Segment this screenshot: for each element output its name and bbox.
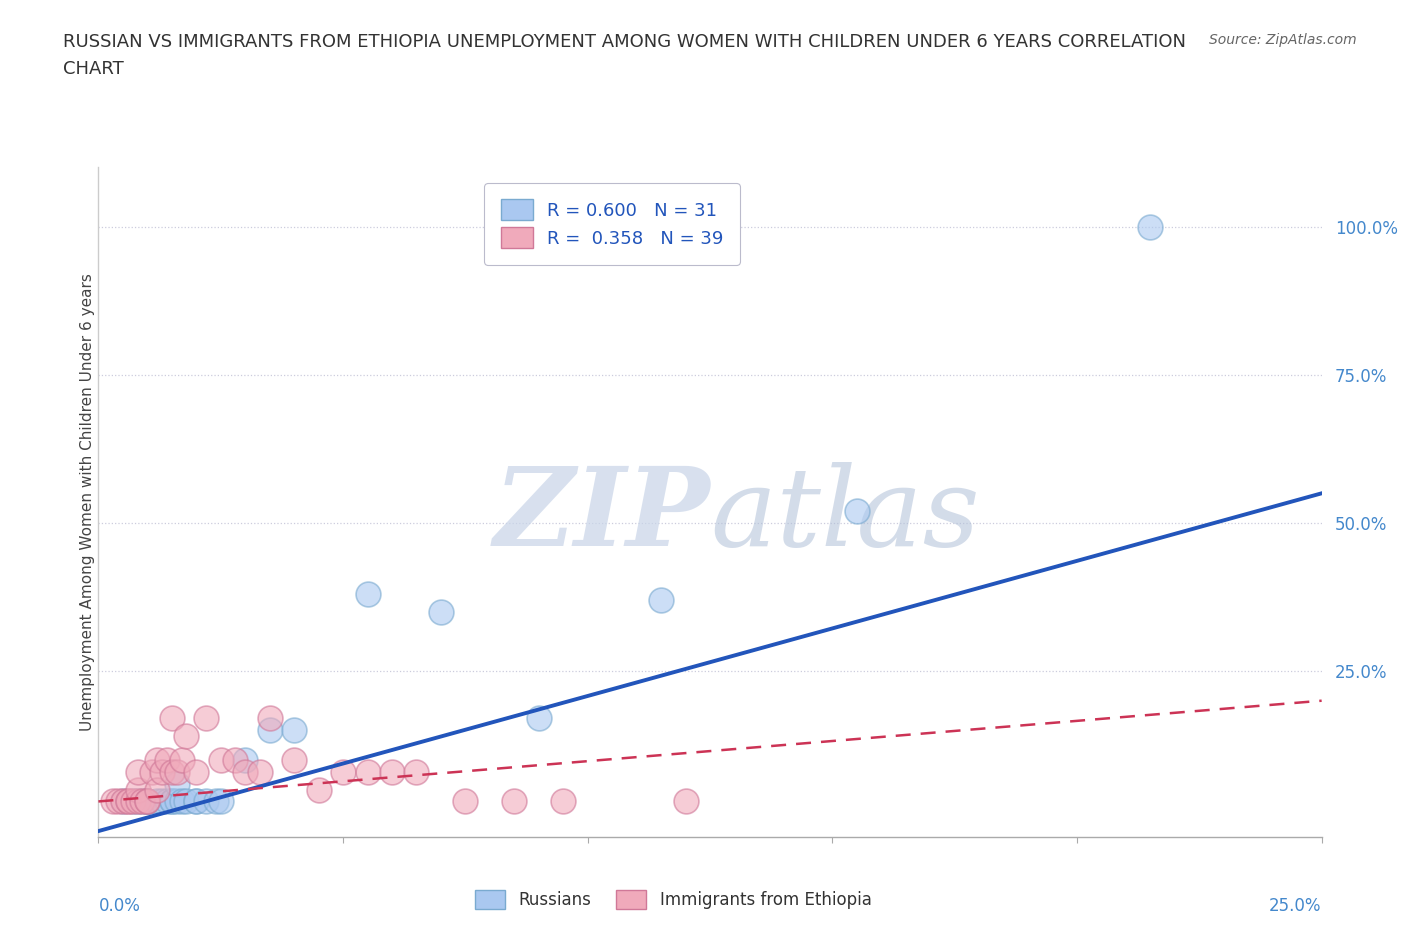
Point <box>209 794 232 809</box>
Point <box>136 794 159 809</box>
Point <box>381 764 404 779</box>
Point <box>136 794 159 809</box>
Point <box>170 752 193 767</box>
Point <box>146 782 169 797</box>
Point <box>249 764 271 779</box>
Point <box>553 794 575 809</box>
Point <box>527 711 550 726</box>
Point <box>205 794 228 809</box>
Point <box>503 794 526 809</box>
Point <box>121 794 143 809</box>
Point <box>195 711 218 726</box>
Point <box>454 794 477 809</box>
Text: ZIP: ZIP <box>494 462 710 569</box>
Point <box>101 794 124 809</box>
Text: 0.0%: 0.0% <box>98 897 141 915</box>
Point <box>176 729 198 744</box>
Point <box>259 711 281 726</box>
Point <box>156 752 179 767</box>
Point <box>186 794 208 809</box>
Point <box>127 794 149 809</box>
Y-axis label: Unemployment Among Women with Children Under 6 years: Unemployment Among Women with Children U… <box>80 273 94 731</box>
Text: Source: ZipAtlas.com: Source: ZipAtlas.com <box>1209 33 1357 46</box>
Point <box>117 794 139 809</box>
Text: 25.0%: 25.0% <box>1270 897 1322 915</box>
Point <box>160 711 183 726</box>
Point <box>156 794 179 809</box>
Point <box>166 794 188 809</box>
Point <box>121 794 143 809</box>
Point <box>283 723 305 737</box>
Point <box>845 504 868 519</box>
Point <box>146 794 169 809</box>
Text: RUSSIAN VS IMMIGRANTS FROM ETHIOPIA UNEMPLOYMENT AMONG WOMEN WITH CHILDREN UNDER: RUSSIAN VS IMMIGRANTS FROM ETHIOPIA UNEM… <box>63 33 1187 50</box>
Point <box>176 794 198 809</box>
Point <box>160 794 183 809</box>
Point <box>308 782 330 797</box>
Point <box>283 752 305 767</box>
Point <box>186 764 208 779</box>
Point <box>195 794 218 809</box>
Point <box>166 764 188 779</box>
Point <box>127 764 149 779</box>
Point <box>141 764 163 779</box>
Point <box>131 794 153 809</box>
Point <box>136 794 159 809</box>
Text: CHART: CHART <box>63 60 124 78</box>
Point <box>1139 219 1161 234</box>
Point <box>111 794 134 809</box>
Legend: Russians, Immigrants from Ethiopia: Russians, Immigrants from Ethiopia <box>468 884 879 916</box>
Point <box>170 794 193 809</box>
Point <box>150 764 173 779</box>
Point <box>166 777 188 791</box>
Point <box>146 752 169 767</box>
Point <box>233 752 256 767</box>
Point <box>107 794 129 809</box>
Point <box>186 794 208 809</box>
Point <box>356 764 378 779</box>
Point <box>650 592 672 607</box>
Point <box>209 752 232 767</box>
Point <box>127 794 149 809</box>
Point <box>136 794 159 809</box>
Point <box>259 723 281 737</box>
Point <box>160 764 183 779</box>
Point <box>136 794 159 809</box>
Point <box>117 794 139 809</box>
Point <box>233 764 256 779</box>
Point <box>332 764 354 779</box>
Point <box>111 794 134 809</box>
Point <box>131 794 153 809</box>
Point <box>430 604 453 619</box>
Text: atlas: atlas <box>710 462 980 569</box>
Point <box>127 782 149 797</box>
Point <box>224 752 246 767</box>
Point <box>160 794 183 809</box>
Point <box>405 764 427 779</box>
Point <box>136 794 159 809</box>
Point <box>356 587 378 602</box>
Point <box>150 794 173 809</box>
Point <box>675 794 697 809</box>
